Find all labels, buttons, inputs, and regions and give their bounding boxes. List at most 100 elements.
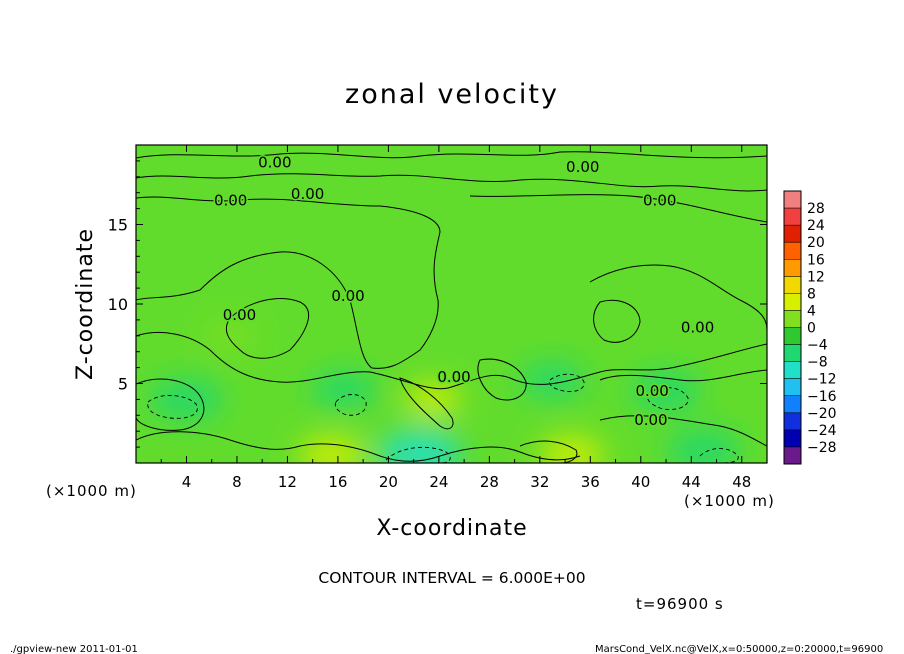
colorbar-swatch [784, 446, 801, 465]
field-region [311, 370, 378, 410]
contour-label: 0.00 [437, 368, 470, 386]
negative-contour-line [385, 446, 451, 463]
plot-area: 0.00 0.000.00 0.00 0.000.000.000.000.000.00… [136, 145, 767, 463]
colorbar-label: 12 [807, 269, 825, 285]
field-region [298, 435, 365, 463]
colorbar-swatch [784, 327, 801, 346]
contour-label: 0.00 [223, 306, 256, 324]
x-tick-label: 28 [480, 473, 499, 491]
footer-right: MarsCond_VelX.nc@VelX,x=0:50000,z=0:2000… [595, 644, 883, 654]
x-tick-label: 4 [182, 473, 192, 491]
field-region [148, 377, 225, 421]
field-region [206, 321, 256, 351]
x-tick-label: 40 [631, 473, 650, 491]
colorbar-label: −12 [807, 372, 837, 388]
contour-line [136, 196, 441, 369]
contour-line [519, 440, 578, 463]
contour-label: 0.00 [291, 185, 324, 203]
colorbar-swatch [784, 310, 801, 328]
y-tick-label: 10 [108, 295, 128, 314]
field-region [538, 435, 605, 463]
colorbar-swatch [784, 395, 801, 414]
contour-label: 0.00 [566, 158, 599, 176]
contour-line [136, 173, 767, 192]
colorbar-swatch [784, 429, 801, 448]
contour-label: 0.00 [635, 382, 668, 400]
contour-label: 0.00 [258, 153, 291, 171]
colorbar-swatch [784, 208, 801, 226]
contour-label: 0.00 [681, 319, 714, 337]
contour-line [469, 194, 767, 223]
time-label: t=96900 s [636, 595, 724, 613]
colorbar-swatch [784, 378, 801, 397]
contour-line [599, 415, 767, 447]
colorbar-swatch [784, 259, 801, 277]
contour-label: 0.00 [634, 411, 667, 429]
y-tick-label: 15 [108, 216, 128, 235]
contour-line [593, 299, 641, 343]
colorbar-swatch [784, 191, 801, 209]
colorbar-swatch [784, 293, 801, 311]
y-axis: 5 10 15 [108, 160, 767, 448]
colorbar-label: 20 [807, 235, 825, 251]
x-tick-label: 24 [429, 473, 448, 491]
colorbar-label: −24 [807, 423, 837, 439]
x-tick-label: 8 [232, 473, 242, 491]
colorbar-label: −20 [807, 406, 837, 422]
contour-interval: CONTOUR INTERVAL = 6.000E+00 [318, 569, 585, 587]
y-unit-label: (×1000 m) [46, 482, 137, 500]
contour-labels: 0.00 0.000.00 0.00 0.000.000.000.000.000.00… [212, 152, 715, 431]
colorbar-label: 8 [807, 286, 816, 302]
x-axis-label: X-coordinate [376, 516, 527, 541]
colorbar-swatch [784, 242, 801, 260]
field-region [630, 371, 702, 412]
colorbar-label: 24 [807, 218, 825, 234]
contour-line [599, 369, 767, 382]
contour-line [589, 264, 767, 331]
colorbar-swatch [784, 344, 801, 363]
colorbar-label: 0 [807, 321, 816, 337]
colorbar-swatch [784, 412, 801, 431]
x-tick-label: 16 [328, 473, 347, 491]
contour-line [399, 377, 454, 430]
contour-label: 0.00 [643, 191, 676, 209]
contour-lines [136, 151, 767, 463]
negative-contour-line [549, 373, 585, 393]
colorbar-label: −28 [807, 440, 837, 456]
contour-line [136, 378, 205, 431]
field-region [666, 428, 742, 463]
negative-contour-lines [147, 373, 739, 463]
x-tick-label: 32 [530, 473, 549, 491]
footer-left: ./gpview-new 2011-01-01 [10, 644, 138, 654]
x-tick-label: 48 [732, 473, 751, 491]
chart-title: zonal velocity [345, 79, 559, 110]
field-region [519, 361, 586, 400]
contour-line [136, 331, 767, 390]
colorbar-label: −16 [807, 389, 837, 405]
contour-line [136, 431, 581, 462]
x-tick-label: 36 [581, 473, 600, 491]
contour-label: 0.00 [331, 287, 364, 305]
colorbar-label: 28 [807, 201, 825, 217]
contour-line [136, 151, 767, 159]
colorbar-label: 4 [807, 303, 816, 319]
x-unit-label: (×1000 m) [684, 492, 775, 510]
x-axis: 4 8 12 16 20 24 28 32 36 40 44 48 [160, 145, 768, 491]
negative-contour-line [647, 387, 689, 410]
x-tick-label: 20 [379, 473, 398, 491]
colorbar-swatch [784, 225, 801, 243]
y-axis-label: Z-coordinate [73, 228, 98, 380]
colorbar-swatch [784, 361, 801, 380]
negative-contour-line [147, 395, 198, 419]
colorbar-swatch [784, 276, 801, 294]
colorbar-label: −8 [807, 355, 828, 371]
contour-label: 0.00 [214, 191, 247, 209]
field-region [377, 429, 462, 463]
x-tick-label: 12 [278, 473, 297, 491]
y-tick-label: 5 [118, 375, 128, 394]
contour-line [477, 358, 527, 401]
field-region [403, 382, 462, 417]
colorbar-label: −4 [807, 338, 828, 354]
